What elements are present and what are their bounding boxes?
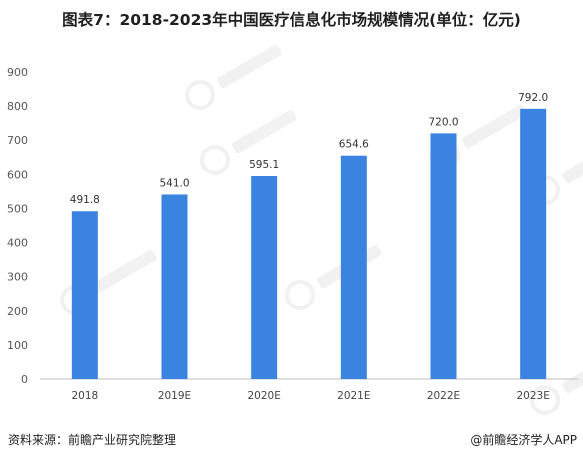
bar <box>251 176 278 379</box>
bar <box>430 133 457 379</box>
watermark-bar <box>92 249 157 294</box>
bars <box>71 108 547 379</box>
bar <box>520 108 547 379</box>
y-tick-label: 800 <box>7 100 28 113</box>
watermark-ring <box>200 145 230 175</box>
source-note: 资料来源：前瞻产业研究院整理 <box>8 433 177 447</box>
y-tick-label: 100 <box>7 339 28 352</box>
credit-note: @前瞻经济学人APP <box>470 433 577 447</box>
watermark-bar <box>217 44 282 89</box>
watermark-ring <box>285 280 315 310</box>
data-label: 792.0 <box>518 92 548 104</box>
watermark-ring <box>530 385 560 415</box>
watermark-logo <box>285 244 382 310</box>
watermark-ring <box>185 80 215 110</box>
watermark-layer <box>60 44 583 415</box>
x-tick-label: 2022E <box>427 390 460 402</box>
y-tick-label: 200 <box>7 305 28 318</box>
watermark-logo <box>185 44 282 110</box>
data-label: 491.8 <box>70 194 100 206</box>
watermark-logo <box>200 109 297 175</box>
x-axis-ticks: 2018 2019E 2020E 2021E 2022E 2023E <box>71 390 549 402</box>
watermark-logo <box>530 349 583 415</box>
y-tick-label: 900 <box>7 66 28 79</box>
data-label: 595.1 <box>249 159 279 171</box>
data-label: 541.0 <box>159 177 189 189</box>
y-tick-label: 600 <box>7 168 28 181</box>
x-tick-label: 2023E <box>516 390 549 402</box>
y-tick-label: 0 <box>21 373 28 386</box>
y-tick-label: 300 <box>7 271 28 284</box>
x-tick-label: 2019E <box>158 390 191 402</box>
chart-title: 图表7：2018-2023年中国医疗信息化市场规模情况(单位：亿元) <box>62 11 521 29</box>
watermark-bar <box>562 349 583 394</box>
watermark-bar <box>562 139 583 184</box>
data-label: 720.0 <box>428 116 458 128</box>
watermark-bar <box>232 109 297 154</box>
bar <box>340 155 367 379</box>
watermark-bar <box>462 104 527 149</box>
x-tick-label: 2018 <box>71 390 98 402</box>
y-tick-label: 400 <box>7 237 28 250</box>
data-label: 654.6 <box>339 139 369 151</box>
x-tick-label: 2021E <box>337 390 370 402</box>
x-tick-label: 2020E <box>247 390 280 402</box>
y-axis-ticks: 0 100 200 300 400 500 600 700 800 900 <box>7 66 28 386</box>
y-tick-label: 500 <box>7 202 28 215</box>
y-tick-label: 700 <box>7 134 28 147</box>
bar <box>161 194 188 379</box>
bar <box>71 211 98 379</box>
data-labels: 491.8 541.0 595.1 654.6 720.0 792.0 <box>70 92 548 206</box>
